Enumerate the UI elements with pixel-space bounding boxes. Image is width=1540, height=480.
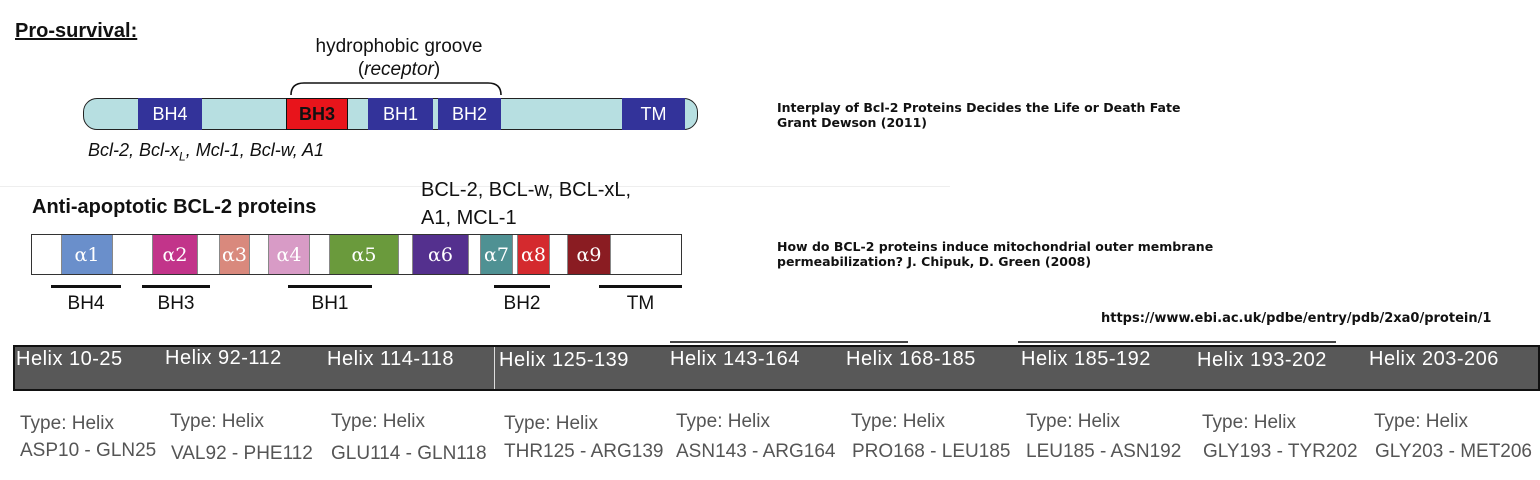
helix-alpha6: α6 [412, 235, 469, 274]
helix-alpha7: α7 [480, 235, 513, 274]
helix-range-3: GLU114 - GLN118 [331, 443, 487, 464]
helix-alpha9: α9 [567, 235, 611, 274]
helix-header-1: Helix 10-25 [16, 348, 123, 370]
helix-type-6: Type: Helix [851, 411, 945, 432]
tm-region-line [599, 285, 682, 288]
domain-tm: TM [622, 98, 685, 130]
helix-header-8: Helix 193-202 [1197, 349, 1327, 371]
reference-dewson: Interplay of Bcl-2 Proteins Decides the … [777, 100, 1181, 130]
helix-header-4: Helix 125-139 [499, 349, 629, 371]
groove-brace [290, 82, 502, 96]
helix-type-3: Type: Helix [331, 411, 425, 432]
domain-bh3: BH3 [286, 98, 348, 130]
helix-type-2: Type: Helix [170, 411, 264, 432]
bh3-region-label: BH3 [157, 293, 195, 314]
helix-header-6: Helix 168-185 [846, 348, 976, 370]
strip-accent-line [670, 341, 908, 343]
bh4-region-label: BH4 [67, 293, 105, 314]
helix-type-1: Type: Helix [20, 413, 114, 434]
helix-header-2: Helix 92-112 [165, 347, 282, 369]
bh2-region-label: BH2 [503, 293, 541, 314]
helix-range-2: VAL92 - PHE112 [171, 443, 313, 464]
helix-header-5: Helix 143-164 [670, 348, 800, 370]
bh1-region-label: BH1 [311, 293, 349, 314]
helix-range-8: GLY193 - TYR202 [1203, 441, 1358, 462]
helix-header-9: Helix 203-206 [1369, 348, 1499, 370]
helix-header-3: Helix 114-118 [327, 348, 454, 370]
strip-divider [494, 347, 495, 389]
tm-region-label: TM [626, 293, 655, 314]
helix-header-7: Helix 185-192 [1021, 348, 1151, 370]
helix-type-7: Type: Helix [1026, 411, 1120, 432]
domain-bh2: BH2 [438, 98, 501, 130]
helix-range-5: ASN143 - ARG164 [676, 441, 836, 462]
helix-alpha5: α5 [329, 235, 399, 274]
helix-header-strip [13, 345, 1540, 391]
pro-survival-title: Pro-survival: [15, 20, 138, 42]
source-url: https://www.ebi.ac.uk/pdbe/entry/pdb/2xa… [1101, 311, 1492, 326]
helix-range-1: ASP10 - GLN25 [20, 440, 157, 461]
strip-accent-line [1018, 341, 1336, 343]
anti-apoptotic-title: Anti-apoptotic BCL-2 proteins [32, 196, 317, 218]
anti-apoptotic-protein-list: BCL-2, BCL-w, BCL-xL, A1, MCL-1 [421, 179, 632, 229]
domain-bh1: BH1 [368, 98, 433, 130]
panel-divider [0, 186, 950, 187]
bh3-region-line [142, 285, 210, 288]
domain-bh4: BH4 [138, 98, 202, 130]
helix-type-8: Type: Helix [1202, 412, 1296, 433]
helix-alpha8: α8 [517, 235, 550, 274]
bh1-region-line [288, 285, 372, 288]
helix-type-5: Type: Helix [676, 411, 770, 432]
groove-label-line2: (receptor) [357, 59, 441, 80]
hydrophobic-groove-label: hydrophobic groove (receptor) [288, 35, 510, 81]
helix-alpha3: α3 [219, 235, 250, 274]
bh2-region-line [494, 285, 550, 288]
helix-range-4: THR125 - ARG139 [504, 441, 664, 462]
helix-type-4: Type: Helix [504, 413, 598, 434]
groove-label-line1: hydrophobic groove [315, 36, 483, 57]
helix-alpha4: α4 [268, 235, 310, 274]
pro-survival-protein-list: Bcl-2, Bcl-xL, Mcl-1, Bcl-w, A1 [88, 140, 325, 164]
helix-range-7: LEU185 - ASN192 [1026, 441, 1182, 462]
helix-type-9: Type: Helix [1374, 411, 1468, 432]
helix-alpha2: α2 [152, 235, 198, 274]
reference-chipuk-green: How do BCL-2 proteins induce mitochondri… [777, 239, 1214, 269]
helix-alpha1: α1 [61, 235, 113, 274]
bh4-region-line [51, 285, 121, 288]
helix-range-9: GLY203 - MET206 [1375, 441, 1533, 462]
helix-range-6: PRO168 - LEU185 [852, 441, 1011, 462]
